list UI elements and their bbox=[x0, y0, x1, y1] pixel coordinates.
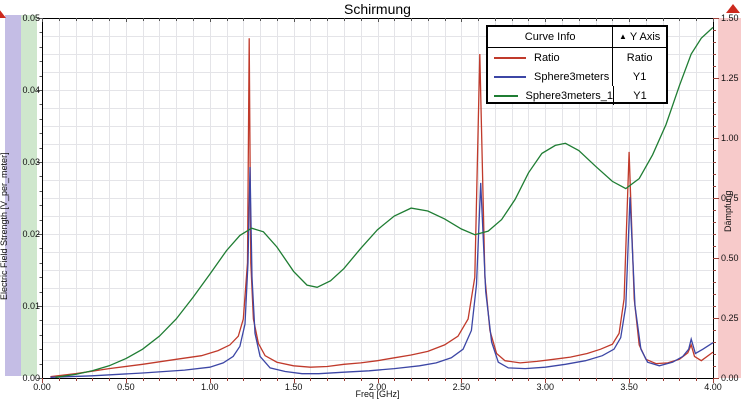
axis-indicator-triangle-left-icon bbox=[0, 9, 6, 18]
x-tick-label: 0.50 bbox=[117, 382, 135, 392]
legend-row-ratio[interactable]: Ratio Ratio bbox=[488, 48, 666, 67]
legend-swatch-sphere3meters-icon bbox=[494, 75, 526, 78]
legend-header-y-axis[interactable]: ▲ Y Axis bbox=[612, 27, 666, 47]
legend-axis-value: Ratio bbox=[626, 51, 653, 64]
x-tick-label: 1.50 bbox=[284, 382, 303, 392]
y-axis-band-daempfung[interactable] bbox=[718, 18, 741, 378]
x-tick-label: 2.00 bbox=[368, 382, 387, 392]
legend-axis-value: Y1 bbox=[633, 89, 647, 102]
y-axis-band-secondary[interactable] bbox=[21, 15, 37, 376]
legend-header-y-axis-label: Y Axis bbox=[629, 31, 661, 43]
y-tick-label-left: 0.05 bbox=[22, 13, 40, 23]
legend-header[interactable]: Curve Info ▲ Y Axis bbox=[488, 27, 666, 48]
axis-indicator-triangle-right-icon bbox=[726, 4, 740, 13]
legend-header-curve-info[interactable]: Curve Info bbox=[524, 31, 576, 43]
y-tick-label-right: 1.25 bbox=[721, 73, 739, 83]
chart-title: Schirmung bbox=[344, 1, 411, 17]
legend-axis-value: Y1 bbox=[632, 70, 647, 83]
x-tick-label: 2.50 bbox=[452, 382, 471, 392]
y-tick-label-right: 0.75 bbox=[721, 193, 739, 203]
y-tick-label-right: 1.50 bbox=[721, 13, 739, 23]
y-tick-label-left: 0.03 bbox=[22, 157, 40, 167]
legend-label: Sphere3meters bbox=[534, 70, 610, 83]
legend-swatch-ratio-icon bbox=[494, 56, 526, 59]
x-tick-label: 3.00 bbox=[536, 382, 555, 392]
sort-ascending-icon[interactable]: ▲ bbox=[619, 32, 627, 41]
x-tick-label: 1.00 bbox=[200, 382, 219, 392]
y-tick-label-left: 0.02 bbox=[22, 229, 40, 239]
legend[interactable]: Curve Info ▲ Y Axis Ratio Ratio Sphere3m… bbox=[486, 25, 668, 105]
y-tick-label-left: 0.00 bbox=[22, 373, 40, 383]
y-tick-label-right: 0.25 bbox=[721, 313, 739, 323]
y-tick-label-right: 0.50 bbox=[721, 253, 739, 263]
legend-row-sphere3meters[interactable]: Sphere3meters Y1 bbox=[488, 67, 666, 86]
legend-row-sphere3meters-1[interactable]: Sphere3meters_1 Y1 bbox=[488, 86, 666, 105]
y-axis-band-field-strength[interactable] bbox=[5, 15, 21, 376]
legend-swatch-sphere3meters-1-icon bbox=[494, 94, 518, 97]
x-tick-label: 3.50 bbox=[620, 382, 638, 392]
y-tick-label-left: 0.01 bbox=[22, 301, 40, 311]
legend-label: Ratio bbox=[534, 51, 560, 64]
x-tick-label: 4.00 bbox=[704, 382, 722, 392]
x-tick-label: 0.00 bbox=[33, 382, 51, 392]
y-tick-label-right: 1.00 bbox=[721, 133, 739, 143]
x-axis-title: Freq [GHz] bbox=[355, 389, 400, 399]
legend-label: Sphere3meters_1 bbox=[525, 89, 613, 102]
y-tick-label-left: 0.04 bbox=[22, 85, 40, 95]
y-tick-label-right: 0.00 bbox=[721, 373, 739, 383]
